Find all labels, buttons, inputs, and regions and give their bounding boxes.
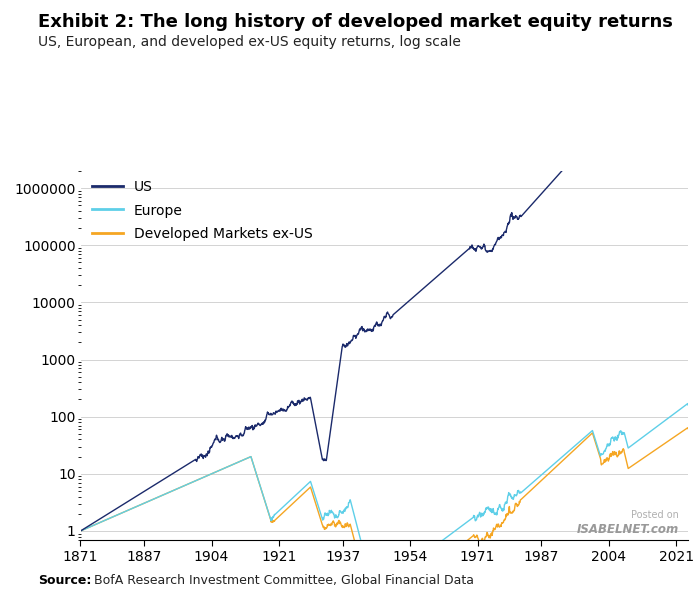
Text: ISABELNET.com: ISABELNET.com (577, 523, 679, 536)
Text: BofA Research Investment Committee, Global Financial Data: BofA Research Investment Committee, Glob… (86, 574, 474, 587)
Text: Exhibit 2: The long history of developed market equity returns: Exhibit 2: The long history of developed… (38, 13, 673, 32)
Text: Source:: Source: (38, 574, 92, 587)
Text: US, European, and developed ex-US equity returns, log scale: US, European, and developed ex-US equity… (38, 35, 461, 49)
Legend: US, Europe, Developed Markets ex-US: US, Europe, Developed Markets ex-US (87, 174, 318, 247)
Text: Posted on: Posted on (631, 509, 679, 520)
